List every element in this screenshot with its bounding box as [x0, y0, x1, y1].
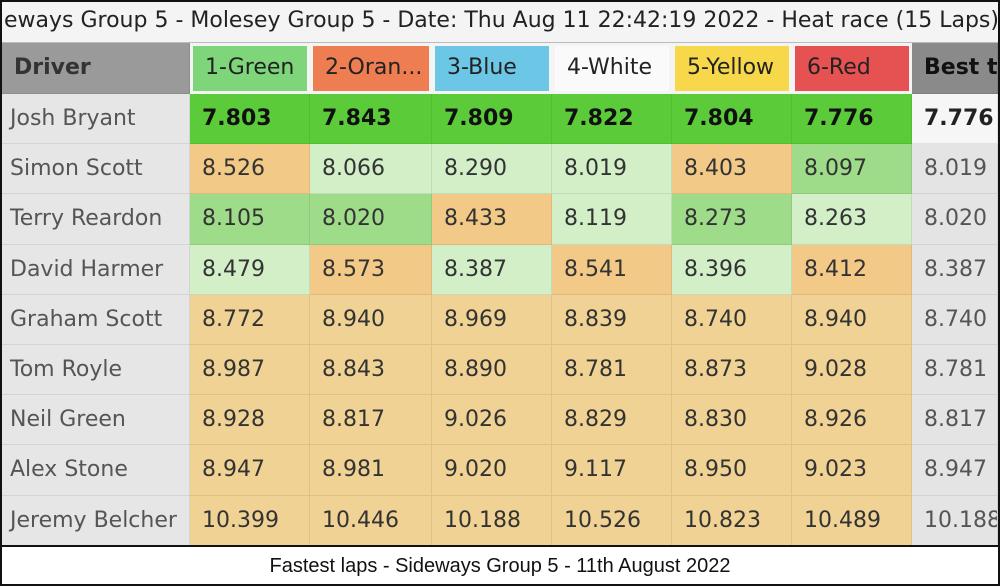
- lap-time: 8.263: [792, 194, 912, 245]
- lap-time: 7.804: [672, 94, 792, 145]
- driver-name: Josh Bryant: [2, 94, 190, 145]
- lap-time: 8.950: [672, 445, 792, 496]
- lap-time: 8.273: [672, 194, 792, 245]
- caption: Fastest laps - Sideways Group 5 - 11th A…: [2, 545, 998, 584]
- driver-name: Alex Stone: [2, 445, 190, 496]
- lap-time: 7.822: [552, 94, 672, 145]
- lap-time: 8.396: [672, 244, 792, 295]
- lap-time: 9.028: [792, 345, 912, 396]
- driver-name: Tom Royle: [2, 345, 190, 396]
- best-lap: 7.776: [912, 94, 998, 145]
- lap-time: 8.781: [552, 345, 672, 396]
- column-header: 3-Blue: [432, 43, 552, 94]
- lap-time: 9.117: [552, 445, 672, 496]
- best-lap: 8.020: [912, 194, 998, 245]
- lap-time: 9.023: [792, 445, 912, 496]
- lap-time: 8.066: [310, 144, 432, 195]
- lap-time: 8.105: [190, 194, 310, 245]
- lap-time: 8.987: [190, 345, 310, 396]
- lap-time: 10.823: [672, 495, 792, 546]
- lap-time: 8.019: [552, 144, 672, 195]
- lap-time: 9.020: [432, 445, 552, 496]
- lap-time: 8.830: [672, 395, 792, 446]
- lap-time: 7.803: [190, 94, 310, 145]
- lap-time: 8.541: [552, 244, 672, 295]
- lap-time: 9.026: [432, 395, 552, 446]
- lap-time: 8.403: [672, 144, 792, 195]
- lap-time: 8.947: [190, 445, 310, 496]
- lap-time: 10.526: [552, 495, 672, 546]
- lap-time: 10.188: [432, 495, 552, 546]
- lap-time: 8.817: [310, 395, 432, 446]
- lap-time: 10.399: [190, 495, 310, 546]
- column-header: 6-Red: [792, 43, 912, 94]
- lap-time: 8.839: [552, 294, 672, 345]
- lap-time: 8.981: [310, 445, 432, 496]
- lap-time: 8.772: [190, 294, 310, 345]
- driver-name: Terry Reardon: [2, 194, 190, 245]
- best-lap: 8.817: [912, 395, 998, 446]
- best-lap: 8.740: [912, 294, 998, 345]
- lap-time: 8.097: [792, 144, 912, 195]
- lap-time: 8.020: [310, 194, 432, 245]
- lap-time: 10.446: [310, 495, 432, 546]
- column-header: 5-Yellow: [672, 43, 792, 94]
- lap-time: 8.969: [432, 294, 552, 345]
- best-lap: 8.947: [912, 445, 998, 496]
- lap-table: Driver 1-Green 2-Oran... 3-Blue 4-White 5-Yel…: [2, 43, 998, 546]
- column-header: 4-White: [552, 43, 672, 94]
- best-lap: 8.387: [912, 244, 998, 295]
- lap-time: 8.873: [672, 345, 792, 396]
- lap-time: 8.573: [310, 244, 432, 295]
- driver-name: Simon Scott: [2, 144, 190, 195]
- column-header: 1-Green: [190, 43, 310, 94]
- lap-time: 8.940: [310, 294, 432, 345]
- best-lap: 8.019: [912, 144, 998, 195]
- driver-name: Neil Green: [2, 395, 190, 446]
- lap-time: 8.526: [190, 144, 310, 195]
- column-header: Driver: [2, 43, 190, 94]
- driver-name: David Harmer: [2, 244, 190, 295]
- lap-time: 8.119: [552, 194, 672, 245]
- lap-time: 8.740: [672, 294, 792, 345]
- lap-time: 8.387: [432, 244, 552, 295]
- lap-time: 8.890: [432, 345, 552, 396]
- driver-name: Graham Scott: [2, 294, 190, 345]
- best-lap: 8.781: [912, 345, 998, 396]
- lap-time: 10.489: [792, 495, 912, 546]
- lap-time: 7.843: [310, 94, 432, 145]
- lap-time: 7.809: [432, 94, 552, 145]
- window-title: eways Group 5 - Molesey Group 5 - Date: …: [2, 2, 998, 43]
- best-lap: 10.188: [912, 495, 998, 546]
- lap-time: 8.940: [792, 294, 912, 345]
- lap-time: 8.928: [190, 395, 310, 446]
- lap-time: 8.412: [792, 244, 912, 295]
- driver-name: Jeremy Belcher: [2, 495, 190, 546]
- lap-time: 8.829: [552, 395, 672, 446]
- lap-time: 7.776: [792, 94, 912, 145]
- column-header: Best ti: [912, 43, 998, 94]
- lap-time: 8.433: [432, 194, 552, 245]
- lap-time: 8.843: [310, 345, 432, 396]
- lap-time: 8.290: [432, 144, 552, 195]
- lap-time: 8.479: [190, 244, 310, 295]
- lap-time: 8.926: [792, 395, 912, 446]
- column-header: 2-Oran...: [310, 43, 432, 94]
